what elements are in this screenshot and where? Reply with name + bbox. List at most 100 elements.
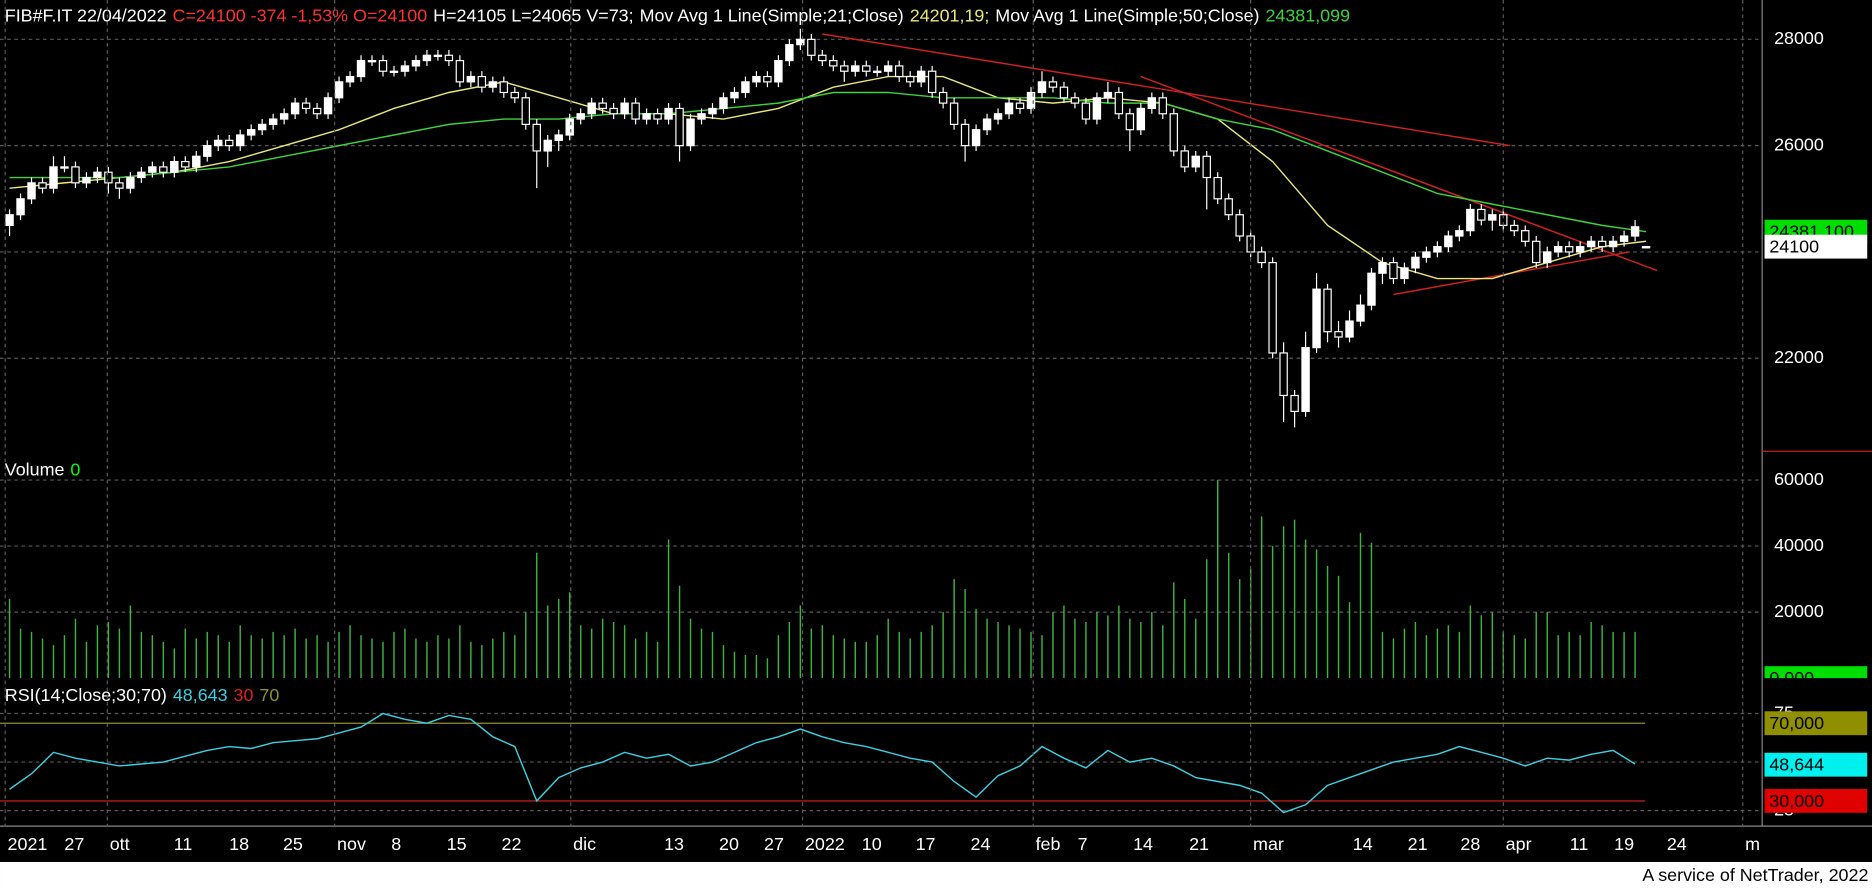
candle-body <box>1323 288 1332 333</box>
volume-bar <box>492 638 494 679</box>
volume-bar <box>832 635 835 679</box>
legend-part: 70 <box>259 685 279 705</box>
x-tick-label: 11 <box>174 834 193 854</box>
candle-body <box>1279 352 1288 397</box>
candle-body <box>1564 246 1574 253</box>
volume-bar <box>184 628 187 679</box>
candle-body <box>664 107 673 120</box>
volume-bar <box>656 641 659 679</box>
volume-bar <box>1304 539 1307 679</box>
volume-bar <box>953 579 955 679</box>
volume-bar <box>1623 631 1625 679</box>
y-tick-label: 22000 <box>1774 347 1824 367</box>
candle-body <box>148 166 157 173</box>
candle-body <box>894 65 904 78</box>
x-tick-label: 14 <box>1353 834 1373 854</box>
x-tick-label: 13 <box>664 834 684 854</box>
legend-part: 24381,099 <box>1265 5 1350 25</box>
volume-bar <box>393 631 395 679</box>
candle-body <box>1586 240 1596 248</box>
candle-body <box>1015 102 1025 110</box>
volume-bar <box>898 631 900 679</box>
background <box>0 0 1872 862</box>
candle-body <box>115 182 124 189</box>
volume-bar <box>448 638 450 679</box>
panel-legend: FIB#F.IT 22/04/2022 C=24100 -374 -1,53% O… <box>5 5 1350 25</box>
volume-bar <box>1041 635 1043 679</box>
volume-bar <box>590 628 593 679</box>
volume-bar <box>1173 582 1175 679</box>
x-tick-label: 14 <box>1133 834 1153 854</box>
y-tick-label: 26000 <box>1774 134 1824 154</box>
legend-part: 48,643 <box>173 685 228 705</box>
volume-bar <box>1458 631 1461 679</box>
candle-body <box>1575 246 1585 253</box>
y-tick-label: 28000 <box>1774 28 1824 48</box>
candle-body <box>1114 91 1124 115</box>
volume-bar <box>1074 618 1076 679</box>
candle-body <box>598 102 607 110</box>
candle-body <box>60 166 69 169</box>
candle-body <box>1630 226 1640 237</box>
volume-bar <box>876 635 878 679</box>
volume-bar <box>986 618 988 679</box>
candle-body <box>785 44 794 62</box>
candle-body <box>312 107 322 115</box>
volume-bar <box>909 638 911 679</box>
candle-body <box>916 70 926 83</box>
candle-body <box>675 107 684 147</box>
x-tick-label: 28 <box>1460 834 1480 854</box>
candle-body <box>246 129 256 136</box>
volume-bar <box>305 638 307 679</box>
y-tick-label: 20000 <box>1774 601 1824 621</box>
candle-body <box>971 129 981 147</box>
volume-bar <box>63 635 66 679</box>
series-line <box>9 91 1647 233</box>
candle-body <box>1466 208 1475 232</box>
volume-bar <box>1381 631 1384 679</box>
candle-body <box>1389 261 1398 280</box>
candle-body <box>1356 304 1365 322</box>
x-tick-label: 24 <box>971 834 991 854</box>
candle-body <box>1026 91 1036 110</box>
candle-body <box>741 81 750 94</box>
volume-bar <box>788 622 791 679</box>
volume-bar <box>568 592 571 679</box>
volume-bar <box>173 648 176 679</box>
candle-body <box>49 166 58 189</box>
series-line <box>9 712 1636 814</box>
volume-bar <box>107 622 110 679</box>
candle-body <box>422 54 432 62</box>
candle-body <box>1444 235 1453 248</box>
volume-bar <box>239 625 241 679</box>
y-tick-label: 40000 <box>1774 535 1824 555</box>
volume-bar <box>843 638 846 679</box>
volume-bar <box>1436 628 1439 679</box>
candle-body <box>1619 235 1629 242</box>
volume-bar <box>799 605 802 679</box>
volume-bar <box>1052 612 1054 679</box>
volume-bar <box>854 641 856 679</box>
x-tick-label: 2022 <box>805 834 845 854</box>
volume-bar <box>997 622 999 679</box>
volume-bar <box>1568 631 1570 679</box>
candle-body <box>1433 246 1442 253</box>
candle-body <box>938 91 948 104</box>
candle-body <box>1422 251 1431 258</box>
volume-bar <box>1151 612 1153 679</box>
x-tick-label: 27 <box>764 834 784 854</box>
candle-body <box>1059 86 1069 99</box>
legend-part: H=24105 L=24065 V=73; <box>433 5 633 25</box>
volume-bar <box>1195 618 1197 679</box>
volume-bar <box>766 658 769 679</box>
volume-bar <box>623 625 626 679</box>
candle-body <box>510 91 520 99</box>
candle-body <box>796 38 805 46</box>
x-tick-label: 18 <box>229 834 249 854</box>
candle-body <box>137 171 146 179</box>
volume-bar <box>426 641 428 679</box>
candle-body <box>323 97 333 115</box>
candle-body <box>752 75 761 83</box>
